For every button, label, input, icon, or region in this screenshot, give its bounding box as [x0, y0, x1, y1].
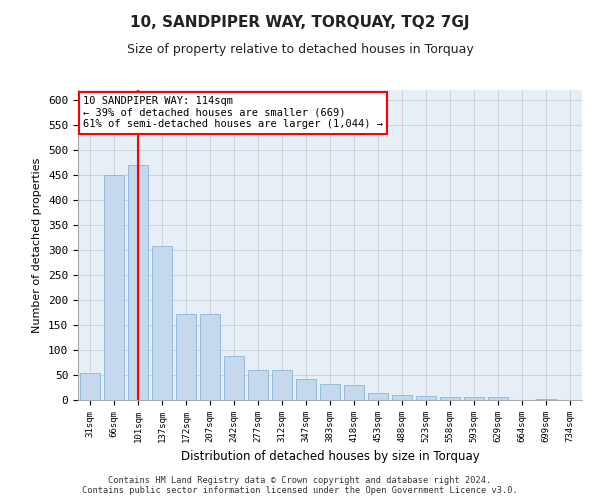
- Bar: [488, 397, 508, 400]
- Bar: [416, 396, 436, 400]
- Bar: [440, 396, 460, 400]
- Text: Size of property relative to detached houses in Torquay: Size of property relative to detached ho…: [127, 42, 473, 56]
- Bar: [368, 392, 388, 400]
- Bar: [176, 314, 196, 400]
- Bar: [152, 246, 172, 400]
- Bar: [224, 356, 244, 400]
- Bar: [272, 370, 292, 400]
- Text: 10, SANDPIPER WAY, TORQUAY, TQ2 7GJ: 10, SANDPIPER WAY, TORQUAY, TQ2 7GJ: [130, 15, 470, 30]
- Bar: [536, 399, 556, 400]
- Bar: [296, 379, 316, 400]
- Bar: [200, 314, 220, 400]
- Text: Contains HM Land Registry data © Crown copyright and database right 2024.
Contai: Contains HM Land Registry data © Crown c…: [82, 476, 518, 495]
- Bar: [344, 384, 364, 400]
- X-axis label: Distribution of detached houses by size in Torquay: Distribution of detached houses by size …: [181, 450, 479, 464]
- Bar: [128, 165, 148, 400]
- Bar: [464, 397, 484, 400]
- Bar: [104, 175, 124, 400]
- Bar: [248, 370, 268, 400]
- Text: 10 SANDPIPER WAY: 114sqm
← 39% of detached houses are smaller (669)
61% of semi-: 10 SANDPIPER WAY: 114sqm ← 39% of detach…: [83, 96, 383, 130]
- Y-axis label: Number of detached properties: Number of detached properties: [32, 158, 43, 332]
- Bar: [80, 372, 100, 400]
- Bar: [320, 384, 340, 400]
- Bar: [392, 395, 412, 400]
